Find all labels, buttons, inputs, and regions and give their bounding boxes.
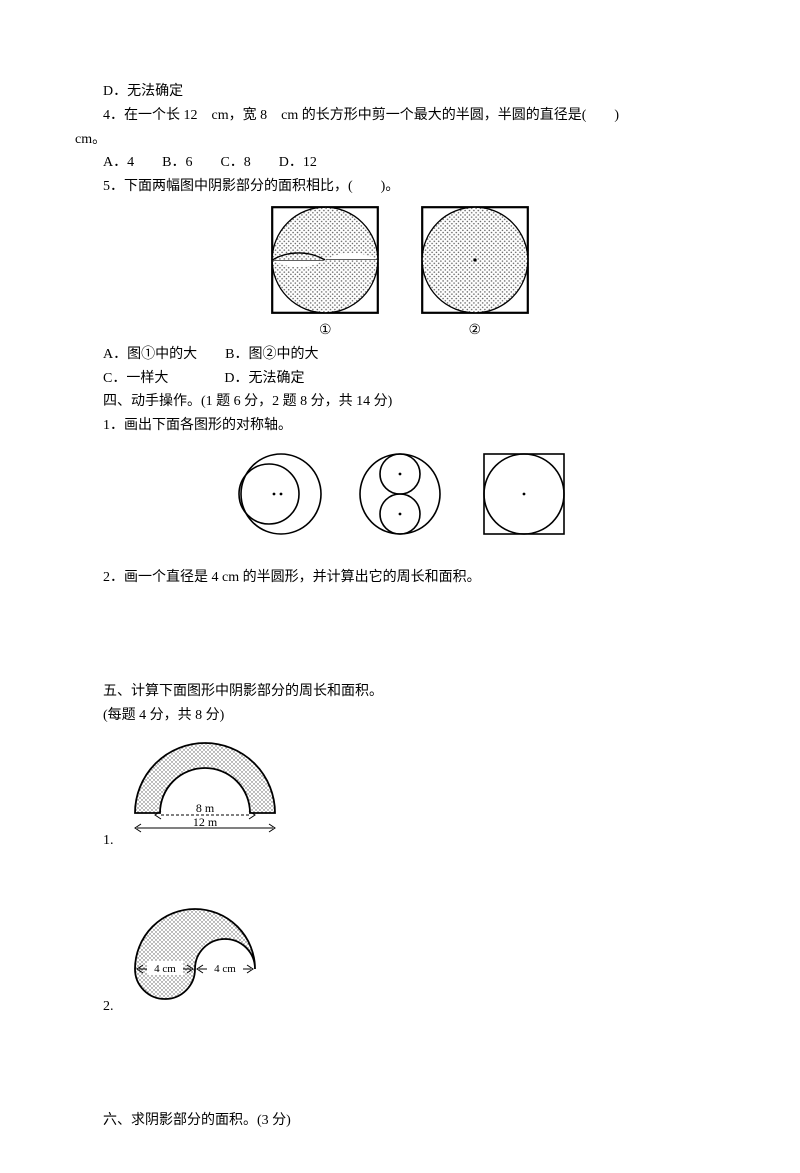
sec5-fig1-row: 8 m 12 m bbox=[115, 733, 725, 843]
q4-line2: cm。 bbox=[75, 128, 725, 152]
q4-options: A．4 B．6 C．8 D．12 bbox=[75, 151, 725, 175]
sec5-sub: (每题 4 分，共 8 分) bbox=[75, 704, 725, 728]
sec6-head: 六、求阴影部分的面积。(3 分) bbox=[75, 1109, 725, 1133]
sec4-q2: 2．画一个直径是 4 cm 的半圆形，并计算出它的周长和面积。 bbox=[75, 566, 725, 590]
page: D．无法确定 4．在一个长 12 cm，宽 8 cm 的长方形中剪一个最大的半圆… bbox=[0, 0, 800, 1173]
q5-opts-ab: A．图①中的大 B．图②中的大 bbox=[75, 343, 725, 367]
q5-label2: ② bbox=[420, 319, 530, 343]
q5-label1: ① bbox=[270, 319, 380, 343]
q4-line1: 4．在一个长 12 cm，宽 8 cm 的长方形中剪一个最大的半圆，半圆的直径是… bbox=[75, 104, 725, 128]
q5-line1: 5．下面两幅图中阴影部分的面积相比，( )。 bbox=[75, 175, 725, 199]
sec5-head: 五、计算下面图形中阴影部分的周长和面积。 bbox=[75, 680, 725, 704]
sec5-4a: 4 cm bbox=[154, 963, 176, 975]
sec4-head: 四、动手操作。(1 题 6 分，2 题 8 分，共 14 分) bbox=[75, 390, 725, 414]
sec5-fig2: 4 cm 4 cm bbox=[115, 899, 285, 1009]
sec5-outer-label: 12 m bbox=[193, 815, 218, 829]
sec4-fig2 bbox=[350, 444, 450, 544]
sec4-fig3 bbox=[474, 444, 574, 544]
q5-fig2 bbox=[420, 205, 530, 315]
q5-opts-cd: C．一样大 D．无法确定 bbox=[75, 367, 725, 391]
sec5-inner-label: 8 m bbox=[196, 801, 215, 815]
q3-option-d: D．无法确定 bbox=[75, 80, 725, 104]
q5-figures bbox=[75, 205, 725, 315]
q5-fig1 bbox=[270, 205, 380, 315]
sec4-figures bbox=[75, 444, 725, 544]
sec5-4b: 4 cm bbox=[214, 963, 236, 975]
sec4-fig1 bbox=[227, 444, 327, 544]
sec5-fig1: 8 m 12 m bbox=[115, 733, 295, 843]
sec4-q1: 1．画出下面各图形的对称轴。 bbox=[75, 414, 725, 438]
sec5-fig2-row: 4 cm 4 cm bbox=[115, 899, 725, 1009]
q5-captions: ① ② bbox=[75, 319, 725, 343]
